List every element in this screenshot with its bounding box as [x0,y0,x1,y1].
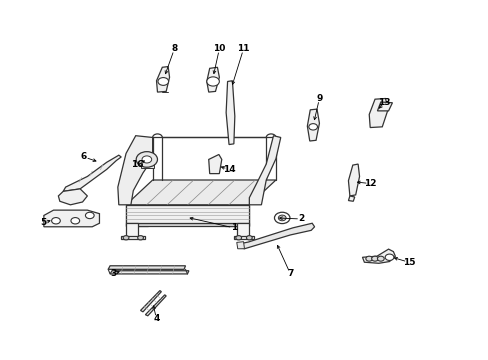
Circle shape [278,215,285,221]
Polygon shape [377,102,392,111]
Polygon shape [58,189,87,205]
Polygon shape [140,291,161,312]
Polygon shape [44,210,99,227]
Circle shape [142,156,151,163]
Text: 2: 2 [298,215,304,224]
Text: 3: 3 [110,269,116,278]
Polygon shape [368,99,387,127]
Polygon shape [348,164,359,196]
Circle shape [385,254,393,260]
Circle shape [235,236,241,240]
Polygon shape [126,222,138,237]
Polygon shape [249,136,280,205]
Polygon shape [348,196,354,201]
Polygon shape [126,205,249,222]
Polygon shape [126,222,249,226]
Text: 8: 8 [171,44,177,53]
Polygon shape [108,266,185,269]
Polygon shape [63,155,121,192]
Circle shape [377,256,384,261]
Circle shape [365,256,372,261]
Text: 13: 13 [378,98,390,107]
Circle shape [123,236,129,240]
Polygon shape [126,180,275,205]
Text: 1: 1 [230,223,237,232]
Polygon shape [208,154,222,174]
Text: 11: 11 [237,44,249,53]
Polygon shape [126,205,147,226]
Circle shape [85,212,94,219]
Circle shape [308,123,317,130]
Circle shape [371,256,378,261]
Text: 12: 12 [363,179,376,188]
Text: 16: 16 [131,159,143,168]
Polygon shape [237,223,314,249]
Polygon shape [156,67,169,92]
Text: 15: 15 [402,258,414,267]
Polygon shape [206,67,219,92]
Text: 4: 4 [153,314,160,323]
Text: 9: 9 [316,94,322,103]
Polygon shape [237,222,249,237]
Polygon shape [307,109,319,141]
Circle shape [52,217,60,224]
Polygon shape [224,205,249,226]
Polygon shape [233,236,254,239]
Circle shape [71,217,80,224]
Circle shape [136,152,157,167]
Polygon shape [145,295,166,316]
Text: 7: 7 [286,269,293,278]
Circle shape [274,212,289,224]
Polygon shape [121,236,145,239]
Circle shape [158,77,168,85]
Polygon shape [236,242,244,249]
Circle shape [138,236,143,240]
Text: 6: 6 [81,153,87,162]
Polygon shape [118,136,152,205]
Polygon shape [110,271,188,274]
Text: 5: 5 [41,218,47,227]
Polygon shape [362,249,394,263]
Circle shape [206,77,219,86]
Text: 14: 14 [222,165,235,174]
Text: 10: 10 [213,44,225,53]
Polygon shape [225,81,234,145]
Circle shape [246,236,252,240]
Polygon shape [140,163,153,168]
